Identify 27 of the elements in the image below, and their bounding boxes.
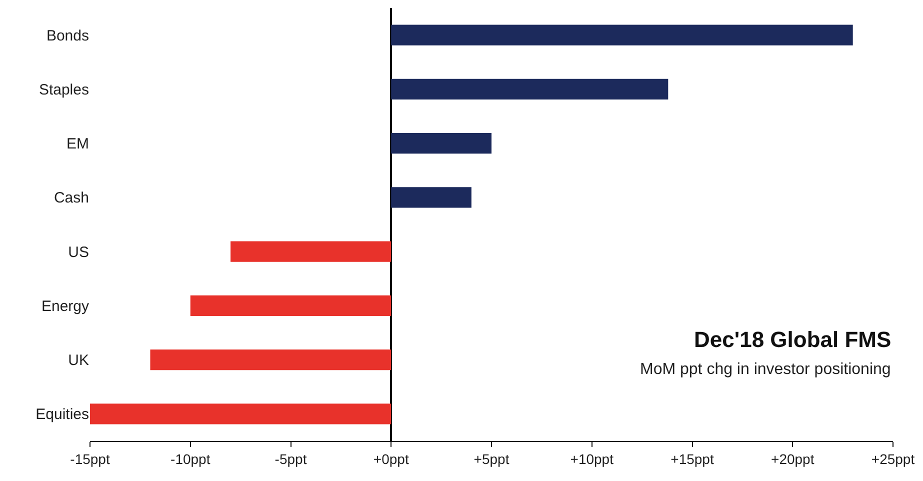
bar (190, 295, 392, 316)
bar (391, 187, 472, 208)
text: MoM ppt chg in investor positioning (640, 361, 891, 378)
y-tick-label: Cash (54, 190, 89, 207)
y-tick-label: Staples (38, 81, 89, 98)
x-tick-label: +0ppt (373, 450, 409, 467)
y-tick-label: Equities (36, 406, 89, 424)
x-tick-label: -15ppt (70, 450, 110, 467)
y-tick-label: Bonds (46, 27, 89, 44)
y-tick-label: EM (66, 136, 89, 153)
x-tick-label: +10ppt (570, 450, 614, 467)
bar (391, 133, 492, 154)
bar (150, 350, 392, 370)
x-tick-label: -5ppt (274, 450, 307, 467)
x-tick-label: +15ppt (670, 450, 714, 467)
x-tick-label: +5ppt (474, 450, 510, 467)
x-tick-label: +20ppt (771, 450, 814, 467)
bar (230, 241, 392, 262)
y-tick-label: UK (68, 352, 89, 370)
bar (391, 78, 668, 100)
x-tick-label: +25ppt (871, 450, 915, 467)
text: Dec'18 Global FMS (694, 327, 892, 352)
y-tick-label: US (68, 244, 89, 261)
bar (90, 404, 392, 424)
x-tick-label: -10ppt (170, 450, 210, 467)
y-tick-label: Energy (41, 298, 90, 315)
bar (391, 24, 853, 46)
